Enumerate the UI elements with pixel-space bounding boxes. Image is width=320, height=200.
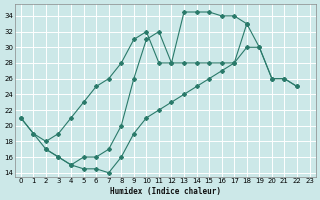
X-axis label: Humidex (Indice chaleur): Humidex (Indice chaleur) xyxy=(110,187,221,196)
